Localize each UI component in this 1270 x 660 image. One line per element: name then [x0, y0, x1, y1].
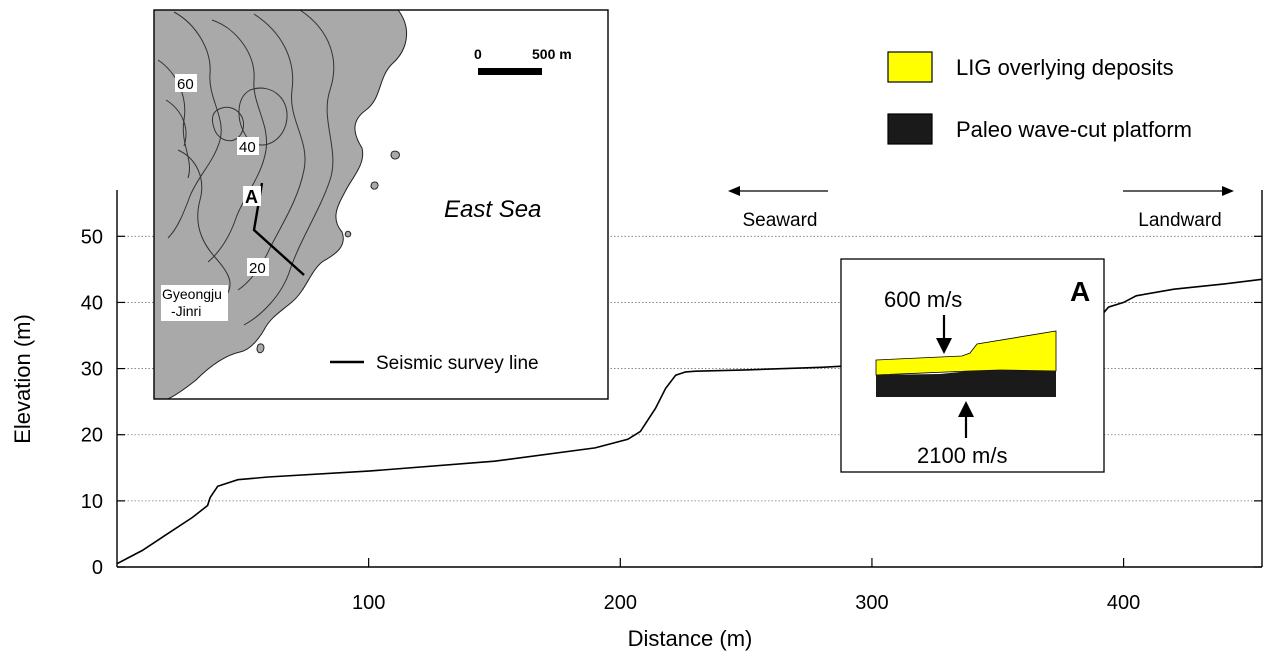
y-tick-label-40: 40 — [81, 292, 103, 314]
deposit-layer — [875, 330, 1057, 376]
contour-label-20-bg — [247, 258, 269, 276]
island-3 — [344, 230, 352, 238]
island-2 — [370, 181, 379, 190]
y-tick-label-50: 50 — [81, 226, 103, 248]
scale-bar-zero: 0 — [474, 46, 482, 62]
seaward-label: Seaward — [743, 210, 818, 231]
legend-label-deposits: LIG overlying deposits — [956, 55, 1174, 80]
axes-frame — [116, 190, 1263, 568]
velocity-top-label: 600 m/s — [884, 287, 962, 312]
y-tick-label-0: 0 — [92, 557, 103, 579]
x-tick-label-100: 100 — [352, 592, 385, 614]
place-label-line1: Gyeongju — [162, 286, 222, 302]
landward-label: Landward — [1138, 210, 1221, 231]
contour-label-40: 40 — [239, 139, 256, 156]
contour-label-60: 60 — [177, 76, 194, 93]
inset-profile: A 600 m/s 2100 m/s — [840, 258, 1105, 473]
survey-line-legend-label: Seismic survey line — [376, 353, 539, 374]
platform-layer — [876, 370, 1056, 397]
seaward-arrow — [728, 186, 828, 196]
island-4 — [256, 343, 265, 354]
sea-label: East Sea — [444, 196, 541, 223]
map-frame — [153, 9, 609, 400]
y-axis-title: Elevation (m) — [10, 314, 35, 444]
legend: LIG overlying deposits Paleo wave-cut pl… — [887, 51, 1192, 145]
contour-lines — [157, 10, 335, 326]
island-1 — [390, 150, 400, 160]
scale-bar — [478, 68, 542, 75]
velocity-bottom-label: 2100 m/s — [917, 443, 1008, 468]
contour-label-60-bg — [175, 74, 197, 92]
x-axis-ticks: 100 200 300 400 — [352, 558, 1140, 614]
scale-bar-end: 500 m — [532, 46, 572, 62]
contour-label-40-bg — [237, 137, 259, 155]
landward-arrow — [1123, 186, 1234, 196]
x-tick-label-300: 300 — [855, 592, 888, 614]
velocity-top-arrow — [936, 315, 952, 354]
velocity-bottom-arrow — [958, 401, 974, 438]
y-tick-label-20: 20 — [81, 425, 103, 447]
place-label-bg — [161, 285, 228, 321]
y-tick-label-10: 10 — [81, 491, 103, 513]
inset-map: 60 40 20 A Gyeongju -Jinri 0 500 m East … — [153, 9, 609, 400]
x-tick-label-400: 400 — [1107, 592, 1140, 614]
legend-label-platform: Paleo wave-cut platform — [956, 117, 1192, 142]
x-tick-label-200: 200 — [604, 592, 637, 614]
y-axis-ticks: 0 10 20 30 40 50 — [81, 226, 1262, 579]
y-tick-label-30: 30 — [81, 359, 103, 381]
legend-swatch-platform — [887, 113, 933, 145]
inset-profile-label: A — [1070, 276, 1090, 307]
x-axis-title: Distance (m) — [628, 626, 753, 651]
legend-swatch-deposits — [887, 51, 933, 83]
place-label-line2: -Jinri — [171, 303, 201, 319]
point-a-label: A — [245, 187, 258, 207]
point-a-label-bg — [243, 186, 261, 206]
contour-label-20: 20 — [249, 260, 266, 277]
